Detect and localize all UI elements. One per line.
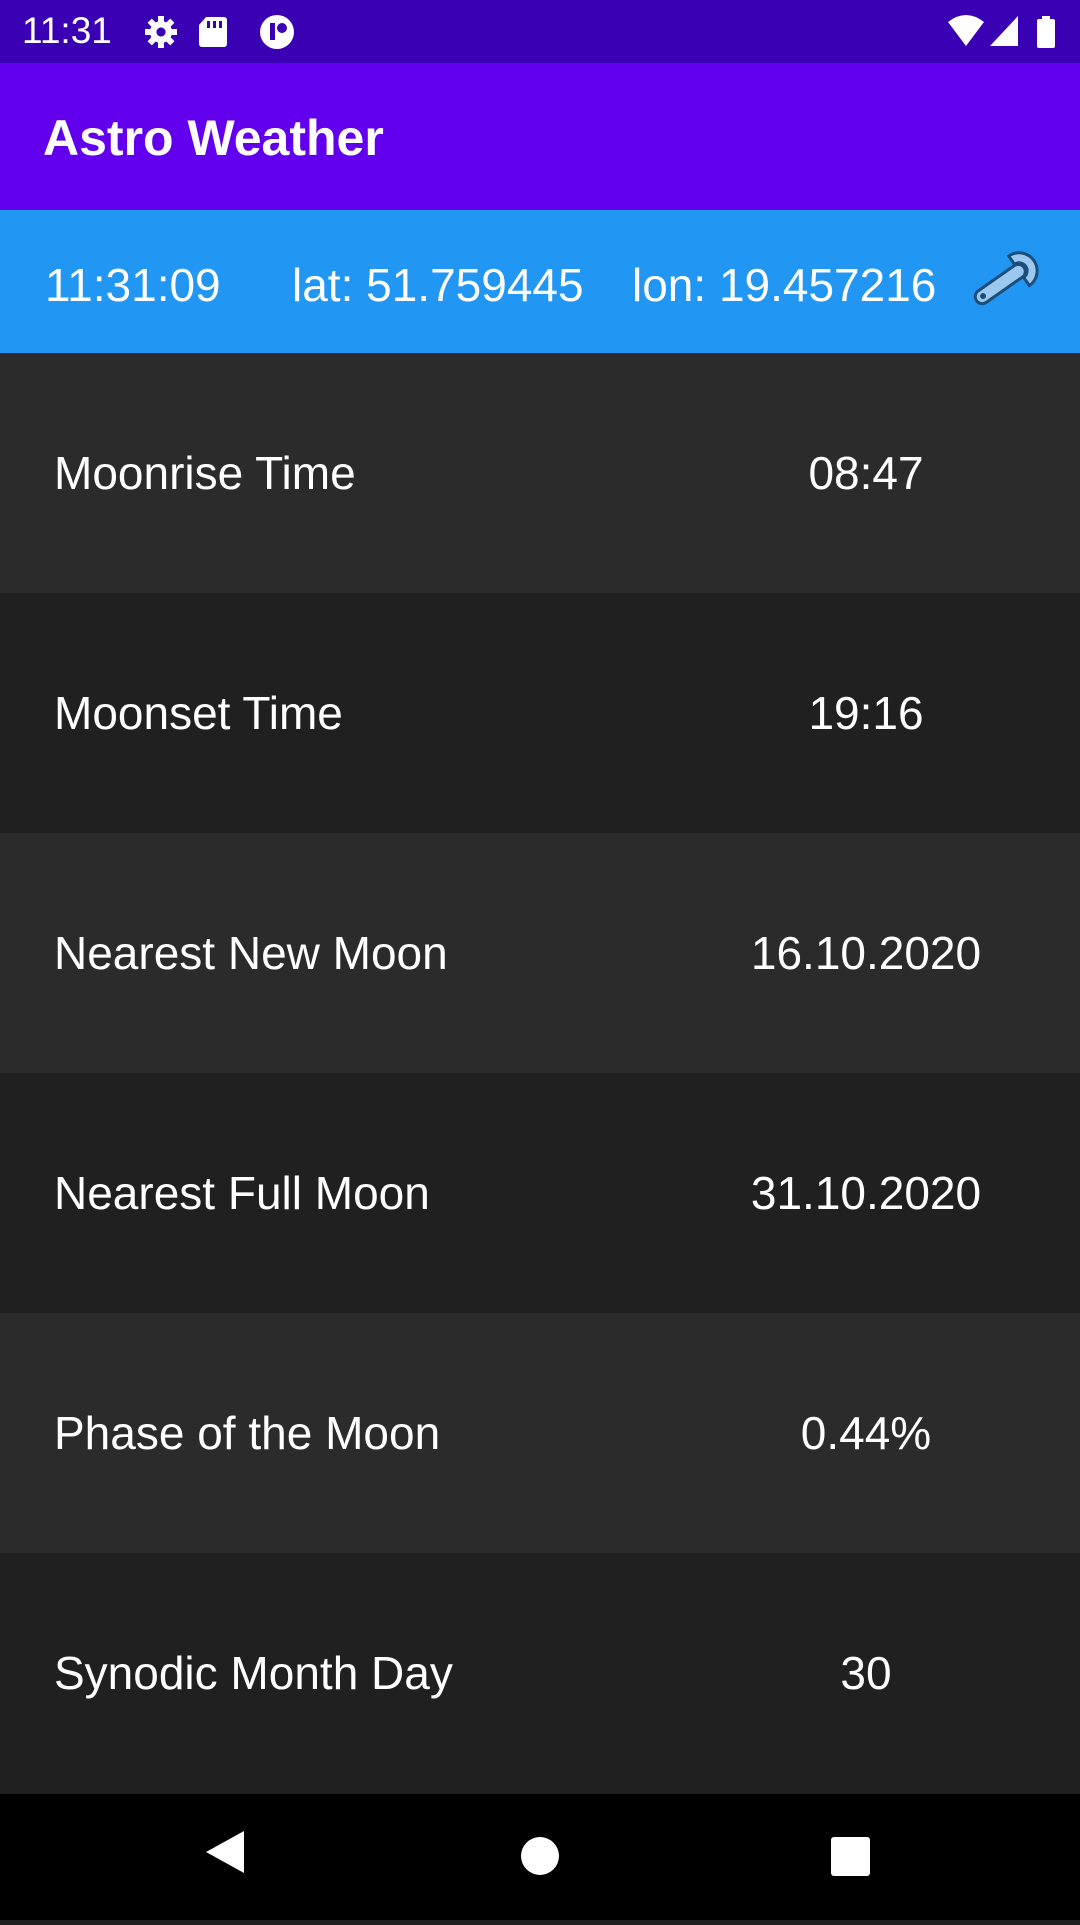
list-item-synodic-day: Synodic Month Day 30 xyxy=(0,1553,1080,1793)
row-label: Nearest New Moon xyxy=(54,927,448,979)
back-icon[interactable] xyxy=(206,1831,244,1873)
row-label: Nearest Full Moon xyxy=(54,1167,430,1219)
app-bar: Astro Weather xyxy=(0,63,1080,210)
app-title: Astro Weather xyxy=(43,110,384,166)
status-time: 11:31 xyxy=(22,10,112,51)
list-item-moonset: Moonset Time 19:16 xyxy=(0,593,1080,833)
row-value: 31.10.2020 xyxy=(750,1167,982,1219)
cell-signal-icon xyxy=(990,16,1018,46)
gear-icon xyxy=(145,16,177,48)
wrench-icon[interactable] xyxy=(962,240,1050,320)
row-value: 16.10.2020 xyxy=(750,927,982,979)
longitude-value: lon: 19.457216 xyxy=(632,259,937,311)
wifi-icon xyxy=(948,15,984,46)
row-label: Phase of the Moon xyxy=(54,1407,441,1459)
nav-buttons xyxy=(206,1831,870,1876)
list-item-new-moon: Nearest New Moon 16.10.2020 xyxy=(0,833,1080,1073)
battery-icon xyxy=(1037,16,1055,48)
status-icons-left xyxy=(145,15,294,49)
row-label: Synodic Month Day xyxy=(54,1647,453,1699)
row-label: Moonset Time xyxy=(54,687,343,739)
moon-info-list: Moonrise Time 08:47 Moonset Time 19:16 N… xyxy=(0,353,1080,1793)
row-label: Moonrise Time xyxy=(54,447,356,499)
navigation-bar xyxy=(0,1794,1080,1920)
row-value: 08:47 xyxy=(808,447,924,499)
row-value: 19:16 xyxy=(808,687,924,739)
app-notification-icon xyxy=(260,15,294,49)
sd-card-icon xyxy=(199,17,227,47)
location-info-bar: 11:31:09 lat: 51.759445 lon: 19.457216 xyxy=(0,210,1080,353)
home-icon[interactable] xyxy=(521,1837,559,1875)
list-item-moonrise: Moonrise Time 08:47 xyxy=(0,353,1080,593)
recents-icon[interactable] xyxy=(831,1837,870,1876)
list-item-moon-phase: Phase of the Moon 0.44% xyxy=(0,1313,1080,1553)
current-time: 11:31:09 xyxy=(45,259,221,311)
status-bar: 11:31 xyxy=(0,0,1080,63)
status-icons-right xyxy=(948,15,1055,48)
row-value: 30 xyxy=(840,1647,892,1699)
latitude-value: lat: 51.759445 xyxy=(292,259,584,311)
list-item-full-moon: Nearest Full Moon 31.10.2020 xyxy=(0,1073,1080,1313)
row-value: 0.44% xyxy=(800,1407,932,1459)
